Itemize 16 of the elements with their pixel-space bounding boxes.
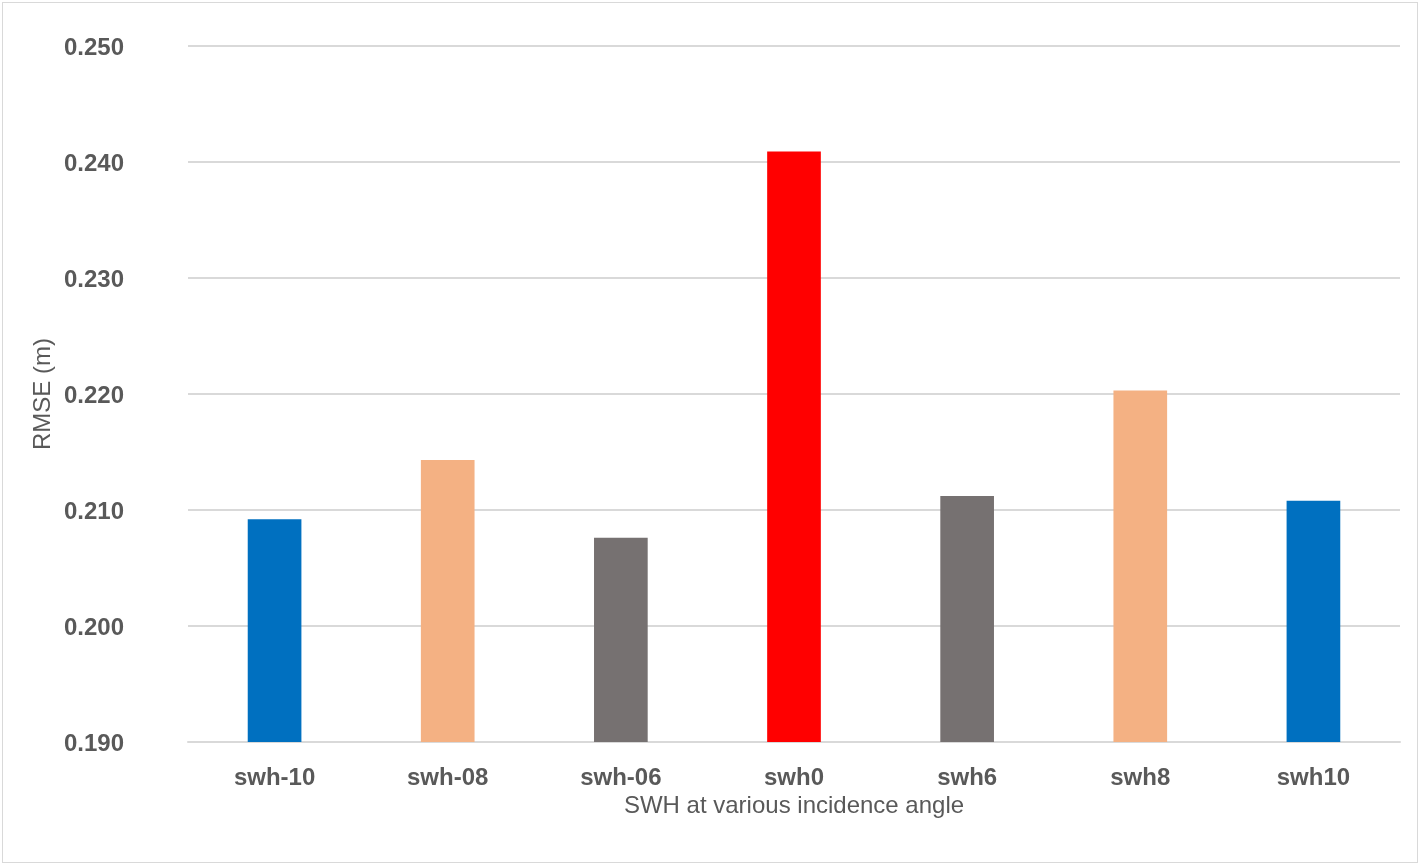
y-axis-title: RMSE (m) xyxy=(27,338,55,450)
x-tick-label: swh6 xyxy=(937,762,998,790)
y-tick-label: 0.200 xyxy=(63,612,124,640)
x-axis-title: SWH at various incidence angle xyxy=(623,791,965,819)
y-tick-label: 0.210 xyxy=(63,496,124,524)
y-tick-label: 0.220 xyxy=(63,380,124,408)
y-tick-label: 0.250 xyxy=(63,32,124,60)
x-tick-label: swh-08 xyxy=(407,762,489,790)
x-tick-label: swh8 xyxy=(1110,762,1171,790)
y-tick-label: 0.190 xyxy=(63,728,124,756)
y-tick-label: 0.240 xyxy=(63,148,124,176)
x-tick-label: swh-10 xyxy=(233,762,316,790)
x-tick-label: swh0 xyxy=(763,762,825,790)
y-tick-label: 0.230 xyxy=(63,264,124,292)
x-tick-label: swh10 xyxy=(1276,762,1351,790)
x-tick-label: swh-06 xyxy=(580,762,662,790)
